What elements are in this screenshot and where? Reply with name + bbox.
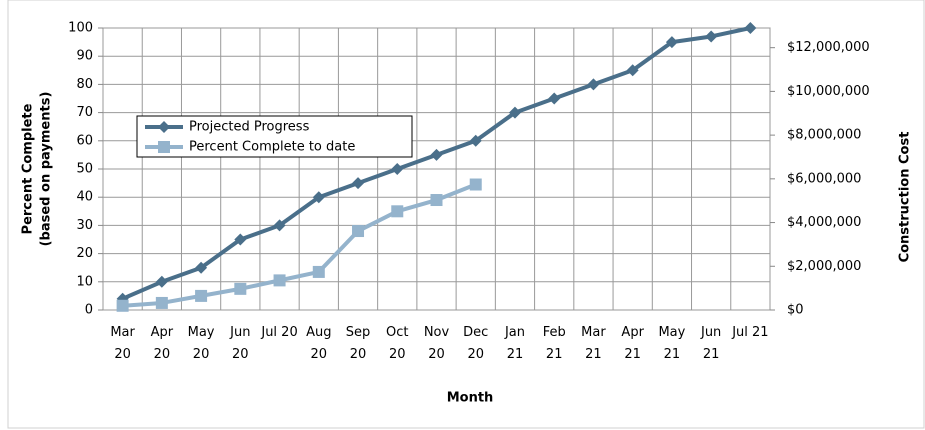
- marker: [116, 299, 129, 312]
- x-tick-label: May 20: [187, 325, 215, 362]
- marker: [195, 289, 208, 302]
- y-axis-title: Percent Complete: [21, 103, 36, 234]
- y-tick-label: 30: [76, 218, 93, 233]
- x-tick-label: Aug 20: [306, 325, 332, 362]
- marker: [665, 36, 678, 49]
- x-tick-label: May 21: [658, 325, 686, 362]
- x-tick-label: Jun 20: [230, 325, 251, 362]
- series-line: [122, 182, 477, 308]
- marker: [705, 30, 718, 43]
- y2-tick-label: $6,000,000: [787, 171, 861, 186]
- y-tick-label: 70: [76, 105, 93, 120]
- legend-label: Percent Complete to date: [189, 140, 355, 155]
- x-tick-label: Apr 21: [621, 325, 644, 362]
- x-tick-label: Mar 20: [110, 325, 135, 362]
- x-tick-label: Nov 20: [423, 325, 450, 362]
- legend-marker: [158, 141, 170, 153]
- legend: [136, 115, 413, 158]
- marker: [155, 275, 168, 288]
- y-tick-label: 100: [68, 21, 93, 36]
- x-tick-label: Apr 20: [150, 325, 174, 362]
- marker: [626, 64, 639, 77]
- marker: [234, 233, 247, 246]
- marker: [430, 194, 443, 207]
- y2-axis-title: Construction Cost: [898, 132, 913, 263]
- y2-tick-label: $10,000,000: [787, 84, 870, 99]
- x-axis-title: Month: [447, 391, 494, 406]
- x-tick-label: Jul 20: [261, 325, 298, 340]
- y-tick-label: 0: [85, 303, 93, 318]
- marker: [587, 78, 600, 91]
- marker: [744, 22, 757, 34]
- marker: [469, 134, 482, 147]
- marker: [352, 225, 365, 238]
- y-tick-label: 20: [76, 246, 93, 261]
- marker: [352, 177, 365, 190]
- marker: [548, 92, 561, 105]
- x-tick-label: Jul 21: [732, 325, 769, 340]
- marker: [430, 148, 443, 161]
- x-tick-label: Oct 20: [386, 325, 409, 362]
- y-tick-label: 90: [76, 49, 93, 64]
- y-tick-label: 50: [76, 162, 93, 177]
- y2-tick-label: $8,000,000: [787, 128, 861, 143]
- y-tick-label: 40: [76, 190, 93, 205]
- legend-label: Projected Progress: [189, 120, 310, 135]
- x-tick-label: Sep 20: [345, 325, 371, 362]
- marker: [234, 282, 247, 295]
- frame: [7, 0, 925, 429]
- y2-tick-label: $12,000,000: [787, 40, 870, 55]
- marker: [312, 265, 325, 278]
- marker: [508, 106, 521, 119]
- x-tick-label: Mar 21: [581, 325, 606, 362]
- marker: [312, 191, 325, 204]
- x-tick-label: Jun 21: [700, 325, 722, 362]
- y2-tick-label: $2,000,000: [787, 259, 861, 274]
- x-tick-label: Feb 21: [542, 325, 566, 362]
- x-tick-label: Jan 21: [504, 325, 525, 362]
- y-tick-label: 10: [76, 274, 93, 289]
- y-tick-label: 60: [76, 133, 93, 148]
- y2-tick-label: $0: [787, 303, 804, 318]
- marker: [195, 261, 208, 274]
- x-tick-label: Dec 20: [463, 325, 489, 362]
- marker: [273, 274, 286, 287]
- marker: [391, 205, 404, 218]
- marker: [273, 219, 286, 232]
- marker: [391, 163, 404, 175]
- y-tick-label: 80: [76, 77, 93, 92]
- y-axis-title: (based on payments): [39, 92, 54, 247]
- marker: [469, 178, 482, 191]
- y2-tick-label: $4,000,000: [787, 215, 861, 230]
- legend-marker: [158, 121, 170, 133]
- marker: [155, 296, 168, 309]
